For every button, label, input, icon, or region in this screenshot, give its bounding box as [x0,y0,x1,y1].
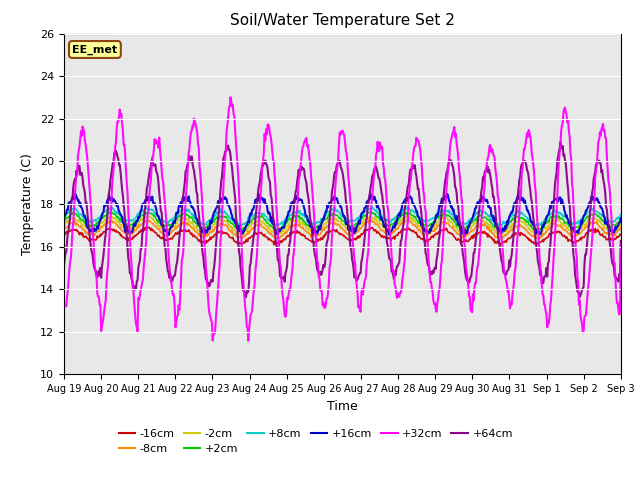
Y-axis label: Temperature (C): Temperature (C) [22,153,35,255]
Text: EE_met: EE_met [72,44,118,55]
X-axis label: Time: Time [327,400,358,413]
Legend: -16cm, -8cm, -2cm, +2cm, +8cm, +16cm, +32cm, +64cm: -16cm, -8cm, -2cm, +2cm, +8cm, +16cm, +3… [114,424,518,459]
Title: Soil/Water Temperature Set 2: Soil/Water Temperature Set 2 [230,13,455,28]
